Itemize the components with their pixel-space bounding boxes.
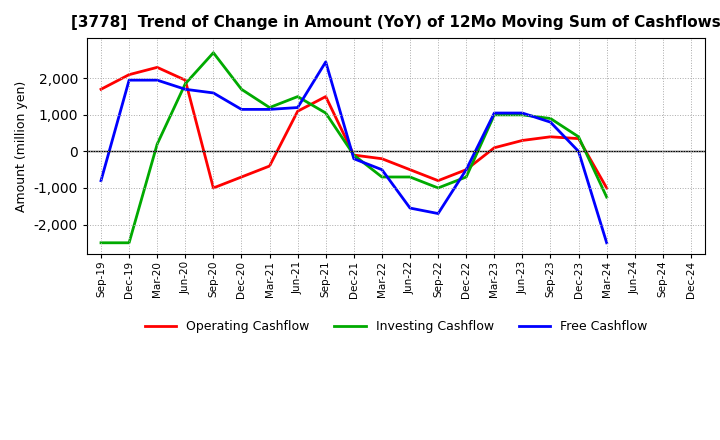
Investing Cashflow — [237, 87, 246, 92]
Y-axis label: Amount (million yen): Amount (million yen) — [15, 81, 28, 212]
Operating Cashflow — [603, 185, 611, 191]
Operating Cashflow — [265, 163, 274, 169]
Free Cashflow — [321, 59, 330, 65]
Free Cashflow — [209, 90, 217, 95]
Operating Cashflow — [349, 152, 358, 158]
Investing Cashflow — [518, 112, 527, 117]
Line: Free Cashflow: Free Cashflow — [101, 62, 607, 243]
Free Cashflow — [377, 167, 386, 172]
Free Cashflow — [405, 205, 414, 211]
Operating Cashflow — [490, 145, 499, 150]
Investing Cashflow — [349, 152, 358, 158]
Free Cashflow — [153, 77, 161, 83]
Free Cashflow — [349, 156, 358, 161]
Free Cashflow — [125, 77, 133, 83]
Operating Cashflow — [377, 156, 386, 161]
Free Cashflow — [490, 110, 499, 116]
Investing Cashflow — [321, 110, 330, 116]
Investing Cashflow — [575, 134, 583, 139]
Title: [3778]  Trend of Change in Amount (YoY) of 12Mo Moving Sum of Cashflows: [3778] Trend of Change in Amount (YoY) o… — [71, 15, 720, 30]
Free Cashflow — [181, 87, 189, 92]
Operating Cashflow — [125, 72, 133, 77]
Legend: Operating Cashflow, Investing Cashflow, Free Cashflow: Operating Cashflow, Investing Cashflow, … — [140, 315, 652, 338]
Free Cashflow — [575, 149, 583, 154]
Line: Operating Cashflow: Operating Cashflow — [101, 67, 607, 188]
Free Cashflow — [462, 167, 471, 172]
Operating Cashflow — [433, 178, 442, 183]
Free Cashflow — [96, 178, 105, 183]
Investing Cashflow — [603, 194, 611, 200]
Investing Cashflow — [265, 105, 274, 110]
Free Cashflow — [603, 240, 611, 246]
Investing Cashflow — [293, 94, 302, 99]
Investing Cashflow — [181, 81, 189, 86]
Operating Cashflow — [209, 185, 217, 191]
Investing Cashflow — [490, 112, 499, 117]
Operating Cashflow — [96, 87, 105, 92]
Investing Cashflow — [377, 174, 386, 180]
Free Cashflow — [237, 107, 246, 112]
Investing Cashflow — [209, 50, 217, 55]
Investing Cashflow — [125, 240, 133, 246]
Operating Cashflow — [462, 167, 471, 172]
Operating Cashflow — [237, 174, 246, 180]
Operating Cashflow — [293, 109, 302, 114]
Operating Cashflow — [575, 136, 583, 141]
Investing Cashflow — [462, 174, 471, 180]
Free Cashflow — [518, 110, 527, 116]
Investing Cashflow — [433, 185, 442, 191]
Free Cashflow — [293, 105, 302, 110]
Investing Cashflow — [153, 142, 161, 147]
Free Cashflow — [265, 107, 274, 112]
Investing Cashflow — [405, 174, 414, 180]
Operating Cashflow — [153, 65, 161, 70]
Free Cashflow — [433, 211, 442, 216]
Operating Cashflow — [181, 77, 189, 83]
Free Cashflow — [546, 120, 555, 125]
Investing Cashflow — [546, 116, 555, 121]
Operating Cashflow — [518, 138, 527, 143]
Operating Cashflow — [405, 167, 414, 172]
Operating Cashflow — [546, 134, 555, 139]
Operating Cashflow — [321, 94, 330, 99]
Investing Cashflow — [96, 240, 105, 246]
Line: Investing Cashflow: Investing Cashflow — [101, 53, 607, 243]
